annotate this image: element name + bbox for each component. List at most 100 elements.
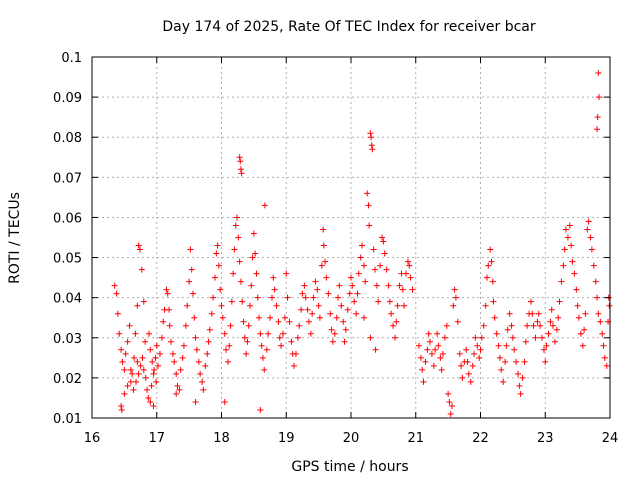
x-tick-label: 19 [278, 431, 295, 446]
data-point [472, 334, 479, 341]
data-point [491, 314, 498, 321]
data-point [164, 290, 171, 297]
data-point [587, 234, 594, 241]
data-point [169, 350, 176, 357]
data-point [561, 246, 568, 253]
x-tick-label: 18 [213, 431, 230, 446]
data-point [184, 302, 191, 309]
data-point [381, 250, 388, 257]
data-point [276, 334, 283, 341]
x-tick-label: 20 [343, 431, 360, 446]
data-point [449, 402, 456, 409]
data-point [204, 350, 211, 357]
data-point [132, 330, 139, 337]
data-point [478, 334, 485, 341]
data-point [147, 398, 154, 405]
data-point [558, 278, 565, 285]
data-point [372, 346, 379, 353]
data-point [118, 402, 125, 409]
data-point [390, 322, 397, 329]
data-point [243, 350, 250, 357]
data-point [340, 318, 347, 325]
data-point [244, 338, 251, 345]
data-point [360, 262, 367, 269]
data-point [320, 242, 327, 249]
data-point [458, 362, 465, 369]
data-point [401, 302, 408, 309]
data-point [465, 370, 472, 377]
data-point [283, 270, 290, 277]
data-point [568, 242, 575, 249]
data-point [600, 342, 607, 349]
data-point [597, 318, 604, 325]
data-point [388, 310, 395, 317]
grid-lines [92, 57, 610, 418]
data-point [380, 238, 387, 245]
data-point [191, 314, 198, 321]
data-point [364, 190, 371, 197]
data-point [419, 366, 426, 373]
data-point [325, 290, 332, 297]
data-point [138, 266, 145, 273]
x-tick-label: 21 [407, 431, 424, 446]
data-point [237, 158, 244, 165]
data-point [253, 270, 260, 277]
data-point [396, 282, 403, 289]
data-point [502, 358, 509, 365]
x-tick-label: 23 [537, 431, 554, 446]
data-point [571, 270, 578, 277]
data-point [529, 310, 536, 317]
data-point [425, 330, 432, 337]
data-point [150, 402, 157, 409]
data-point [155, 362, 162, 369]
data-point [256, 314, 263, 321]
data-point [208, 310, 215, 317]
data-point [575, 314, 582, 321]
data-point [124, 382, 131, 389]
data-point [346, 290, 353, 297]
data-point [485, 262, 492, 269]
data-point [214, 242, 221, 249]
data-point [584, 226, 591, 233]
data-point [299, 290, 306, 297]
data-point [349, 282, 356, 289]
data-point [515, 370, 522, 377]
data-point [336, 282, 343, 289]
data-point [493, 330, 500, 337]
data-point [450, 302, 457, 309]
data-point [206, 326, 213, 333]
data-point [456, 350, 463, 357]
y-tick-label: 0.07 [53, 171, 82, 186]
data-point [240, 318, 247, 325]
data-point [237, 166, 244, 173]
data-point [270, 274, 277, 281]
data-point [126, 322, 133, 329]
data-point [193, 346, 200, 353]
data-point [595, 94, 602, 101]
data-point [177, 366, 184, 373]
data-point [200, 386, 207, 393]
data-point [540, 346, 547, 353]
data-point [291, 362, 298, 369]
data-point [548, 306, 555, 313]
data-point [371, 266, 378, 273]
data-point [187, 246, 194, 253]
data-point [394, 302, 401, 309]
data-point [250, 230, 257, 237]
data-point [130, 386, 137, 393]
data-point [267, 314, 274, 321]
data-point [432, 346, 439, 353]
data-point [199, 378, 206, 385]
data-point [469, 362, 476, 369]
data-point [603, 362, 610, 369]
data-point [131, 354, 138, 361]
data-point [245, 322, 252, 329]
data-point [368, 134, 375, 141]
data-point [173, 370, 180, 377]
data-point [180, 342, 187, 349]
data-point [348, 274, 354, 281]
data-point [249, 254, 256, 261]
data-point [369, 146, 376, 153]
data-point [360, 314, 367, 321]
data-point [359, 242, 366, 249]
